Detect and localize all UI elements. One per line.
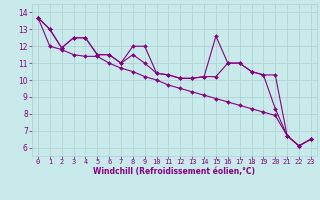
X-axis label: Windchill (Refroidissement éolien,°C): Windchill (Refroidissement éolien,°C) [93, 167, 255, 176]
